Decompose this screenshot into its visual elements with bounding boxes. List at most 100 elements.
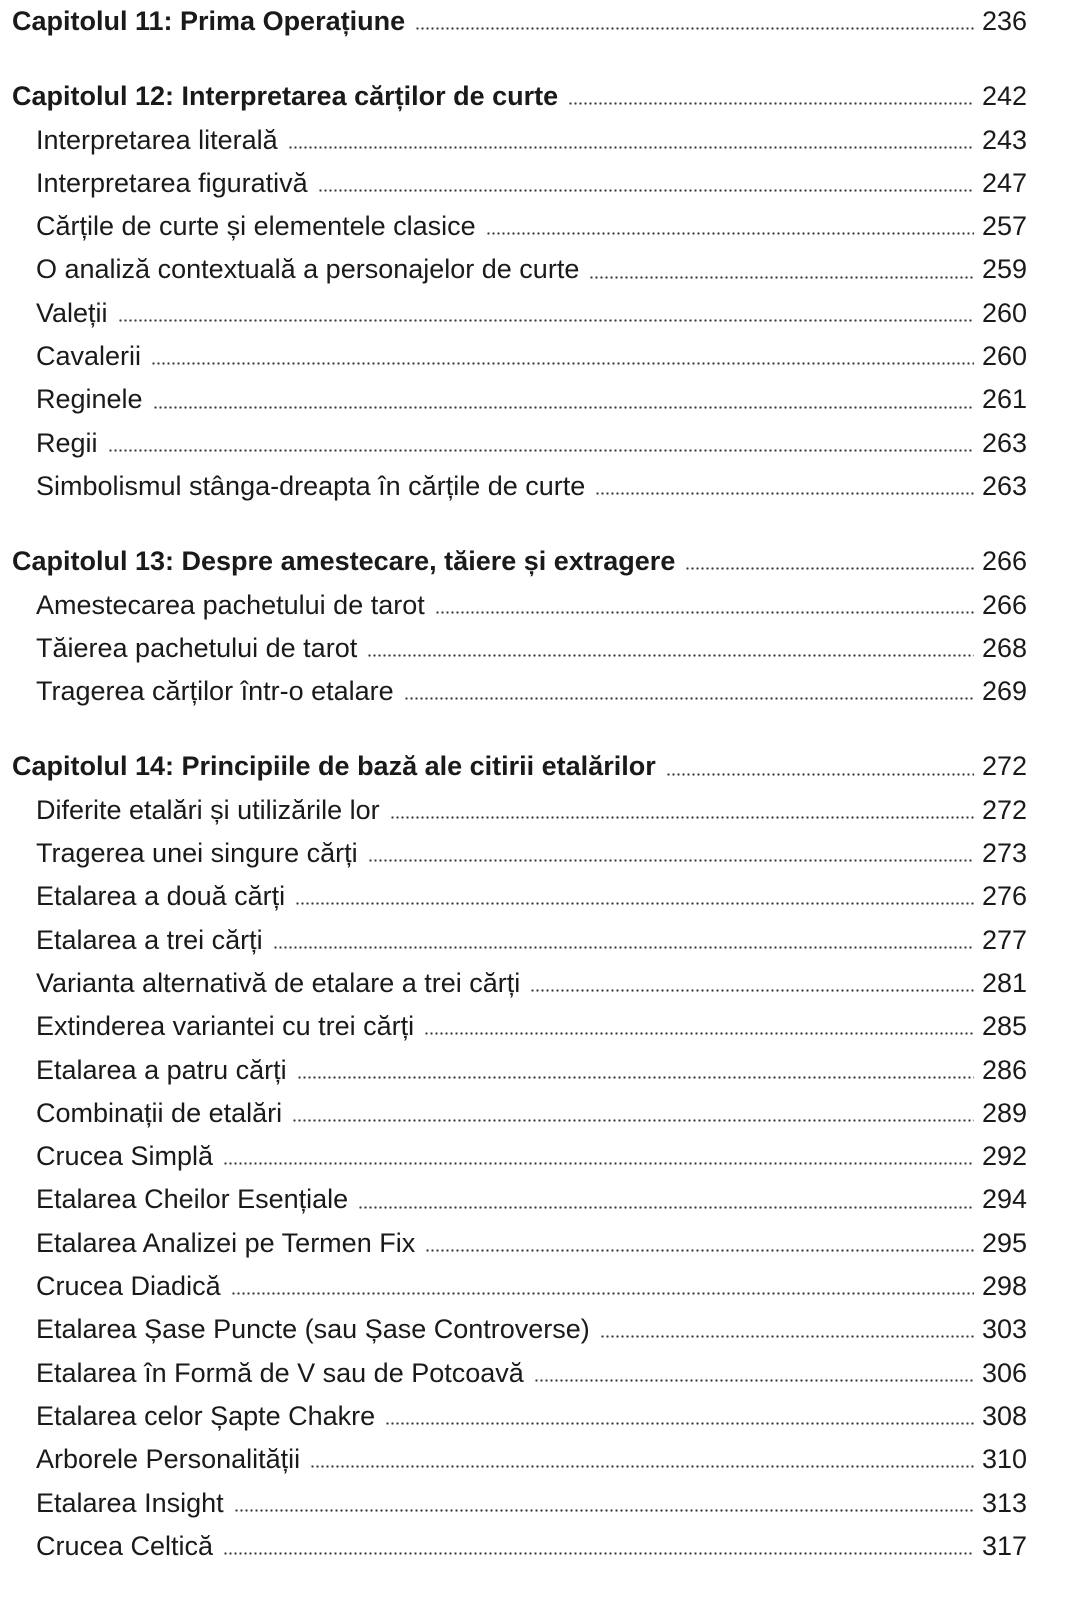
toc-chapter-section: Capitolul 11: Prima Operațiune 236 xyxy=(0,0,1067,43)
entry-title: Tragerea cărților într-o etalare xyxy=(36,676,394,707)
entry-title: Amestecarea pachetului de tarot xyxy=(36,589,425,620)
entry-title: Etalarea a două cărți xyxy=(36,881,286,912)
entry-title: O analiză contextuală a personajelor de … xyxy=(36,254,580,285)
page-number: 260 xyxy=(981,297,1027,328)
entry-title: Simbolismul stânga-dreapta în cărțile de… xyxy=(36,470,586,501)
entry-title: Regii xyxy=(36,427,98,458)
toc-entry: Etalarea Analizei pe Termen Fix 295 xyxy=(0,1222,1067,1265)
page-number: 306 xyxy=(981,1357,1027,1388)
page-number: 260 xyxy=(981,341,1027,372)
page-number: 277 xyxy=(981,924,1027,955)
entry-title: Crucea Celtică xyxy=(36,1530,214,1561)
toc-entry: Etalarea a trei cărți 277 xyxy=(0,919,1067,962)
dot-leader xyxy=(485,232,974,236)
toc-entry: Valeții 260 xyxy=(0,292,1067,335)
entry-title: Etalarea celor Șapte Chakre xyxy=(36,1400,376,1431)
dot-leader xyxy=(287,145,974,149)
toc-entry: Etalarea Cheilor Esențiale 294 xyxy=(0,1178,1067,1221)
page-number: 298 xyxy=(981,1271,1027,1302)
toc-entry: Etalarea Șase Puncte (sau Șase Controver… xyxy=(0,1308,1067,1351)
page-number: 272 xyxy=(981,751,1027,782)
toc-entry: Crucea Simplă 292 xyxy=(0,1135,1067,1178)
toc-entry: Interpretarea literală 243 xyxy=(0,119,1067,162)
entry-title: Interpretarea figurativă xyxy=(36,167,308,198)
toc-chapter-section: Capitolul 14: Principiile de bază ale ci… xyxy=(0,745,1067,1568)
page-number: 273 xyxy=(981,838,1027,869)
entry-title: Crucea Diadică xyxy=(36,1271,221,1302)
dot-leader xyxy=(533,1378,974,1382)
entry-title: Extinderea variantei cu trei cărți xyxy=(36,1011,415,1042)
chapter-heading: Capitolul 13: Despre amestecare, tăiere … xyxy=(0,540,1067,583)
toc-chapter-section: Capitolul 12: Interpretarea cărților de … xyxy=(0,75,1067,508)
toc-entry: Tăierea pachetului de tarot 268 xyxy=(0,627,1067,670)
dot-leader xyxy=(317,189,974,193)
dot-leader xyxy=(599,1335,974,1339)
dot-leader xyxy=(415,27,974,31)
toc-entry: Regii 263 xyxy=(0,422,1067,465)
page-number: 295 xyxy=(981,1227,1027,1258)
page-number: 285 xyxy=(981,1011,1027,1042)
dot-leader xyxy=(151,362,974,366)
entry-title: Capitolul 11: Prima Operațiune xyxy=(12,6,406,36)
entry-title: Crucea Simplă xyxy=(36,1141,214,1172)
entry-title: Tăierea pachetului de tarot xyxy=(36,632,358,663)
page-number: 263 xyxy=(981,470,1027,501)
page-number: 289 xyxy=(981,1097,1027,1128)
dot-leader xyxy=(367,859,974,863)
page-number: 259 xyxy=(981,254,1027,285)
dot-leader xyxy=(358,1205,974,1209)
entry-title: Reginele xyxy=(36,384,143,415)
entry-title: Diferite etalări și utilizările lor xyxy=(36,794,380,825)
dot-leader xyxy=(385,1422,974,1426)
dot-leader xyxy=(685,567,974,571)
dot-leader xyxy=(292,1118,974,1122)
page-number: 313 xyxy=(981,1487,1027,1518)
dot-leader xyxy=(295,902,974,906)
dot-leader xyxy=(223,1551,974,1555)
page-number: 242 xyxy=(981,81,1027,112)
page-number: 243 xyxy=(981,124,1027,155)
toc-entry: Diferite etalări și utilizările lor 272 xyxy=(0,789,1067,832)
dot-leader xyxy=(665,772,974,776)
entry-title: Capitolul 14: Principiile de bază ale ci… xyxy=(12,751,656,782)
toc-entry: Combinații de etalări 289 xyxy=(0,1092,1067,1135)
dot-leader xyxy=(595,492,974,496)
toc-entry: Etalarea a patru cărți 286 xyxy=(0,1049,1067,1092)
entry-title: Capitolul 12: Interpretarea cărților de … xyxy=(12,81,559,112)
dot-leader xyxy=(230,1292,974,1296)
page-number: 281 xyxy=(981,967,1027,998)
dot-leader xyxy=(530,989,974,993)
toc-entry: Etalarea celor Șapte Chakre 308 xyxy=(0,1395,1067,1438)
toc-entry: Tragerea unei singure cărți 273 xyxy=(0,832,1067,875)
dot-leader xyxy=(233,1508,974,1512)
dot-leader xyxy=(589,275,974,279)
chapter-heading: Capitolul 12: Interpretarea cărților de … xyxy=(0,75,1067,118)
dot-leader xyxy=(296,1075,974,1079)
page-number: 317 xyxy=(981,1530,1027,1561)
toc-entry: Cavalerii 260 xyxy=(0,335,1067,378)
dot-leader xyxy=(152,405,974,409)
chapter-heading: Capitolul 11: Prima Operațiune 236 xyxy=(0,0,1067,43)
entry-title: Etalarea Cheilor Esențiale xyxy=(36,1184,349,1215)
toc-entry: Simbolismul stânga-dreapta în cărțile de… xyxy=(0,465,1067,508)
page-number: 261 xyxy=(981,384,1027,415)
entry-title: Cărțile de curte și elementele clasice xyxy=(36,211,476,242)
page-number: 286 xyxy=(981,1054,1027,1085)
dot-leader xyxy=(367,654,974,657)
toc-chapter-section: Capitolul 13: Despre amestecare, tăiere … xyxy=(0,540,1067,713)
entry-title: Tragerea unei singure cărți xyxy=(36,838,358,869)
dot-leader xyxy=(425,1248,974,1252)
page-number: 269 xyxy=(981,676,1027,707)
entry-title: Varianta alternativă de etalare a trei c… xyxy=(36,967,521,998)
page-number: 308 xyxy=(981,1400,1027,1431)
page-number: 310 xyxy=(981,1444,1027,1475)
page-number: 292 xyxy=(981,1141,1027,1172)
entry-title: Arborele Personalității xyxy=(36,1444,301,1475)
toc-entry: Amestecarea pachetului de tarot 266 xyxy=(0,584,1067,627)
page-number: 263 xyxy=(981,427,1027,458)
dot-leader xyxy=(403,697,974,701)
dot-leader xyxy=(223,1162,974,1166)
entry-title: Etalarea Șase Puncte (sau Șase Controver… xyxy=(36,1314,590,1345)
toc-entry: Varianta alternativă de etalare a trei c… xyxy=(0,962,1067,1005)
entry-title: Valeții xyxy=(36,297,108,328)
